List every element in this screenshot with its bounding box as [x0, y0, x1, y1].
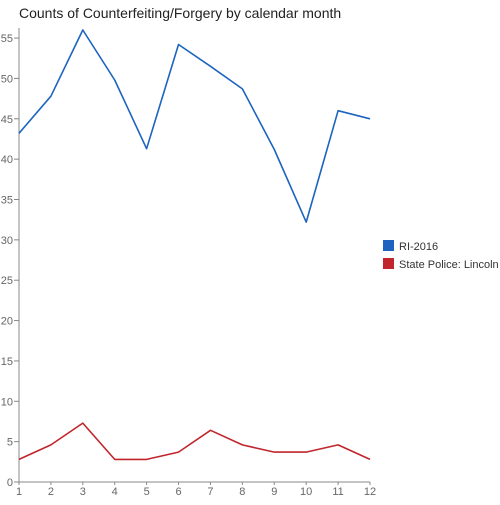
series-line-2: [19, 423, 370, 459]
y-tick-label: 50: [1, 73, 13, 85]
legend-swatch: [383, 240, 394, 251]
y-tick-label: 30: [1, 235, 13, 247]
x-tick-label: 12: [364, 486, 376, 498]
x-tick-label: 9: [271, 486, 277, 498]
x-tick-label: 8: [239, 486, 245, 498]
x-tick-label: 2: [48, 486, 54, 498]
legend: RI-2016 State Police: Lincoln: [383, 240, 499, 271]
x-tick-label: 5: [144, 486, 150, 498]
legend-swatch: [383, 258, 394, 269]
x-tick-label: 10: [300, 486, 312, 498]
y-tick-label: 0: [7, 477, 13, 489]
x-tick-label: 4: [112, 486, 118, 498]
x-tick-label: 7: [207, 486, 213, 498]
y-tick-label: 5: [7, 437, 13, 449]
legend-label: RI-2016: [399, 241, 438, 253]
x-tick-label: 11: [332, 486, 343, 498]
y-tick-label: 15: [1, 356, 13, 368]
y-tick-label: 25: [1, 275, 13, 287]
y-tick-label: 45: [1, 114, 13, 126]
legend-label: State Police: Lincoln: [399, 259, 499, 271]
y-tick-label: 40: [1, 154, 13, 166]
series-line-1: [19, 30, 370, 222]
x-tick-label: 1: [16, 486, 22, 498]
y-tick-label: 20: [1, 316, 13, 328]
chart-title: Counts of Counterfeiting/Forgery by cale…: [19, 5, 341, 21]
x-tick-label: 6: [175, 486, 181, 498]
y-tick-label: 10: [1, 396, 13, 408]
x-tick-label: 3: [80, 486, 86, 498]
y-tick-label: 55: [1, 33, 13, 45]
y-tick-label: 35: [1, 195, 13, 207]
series-lines: [19, 30, 370, 460]
